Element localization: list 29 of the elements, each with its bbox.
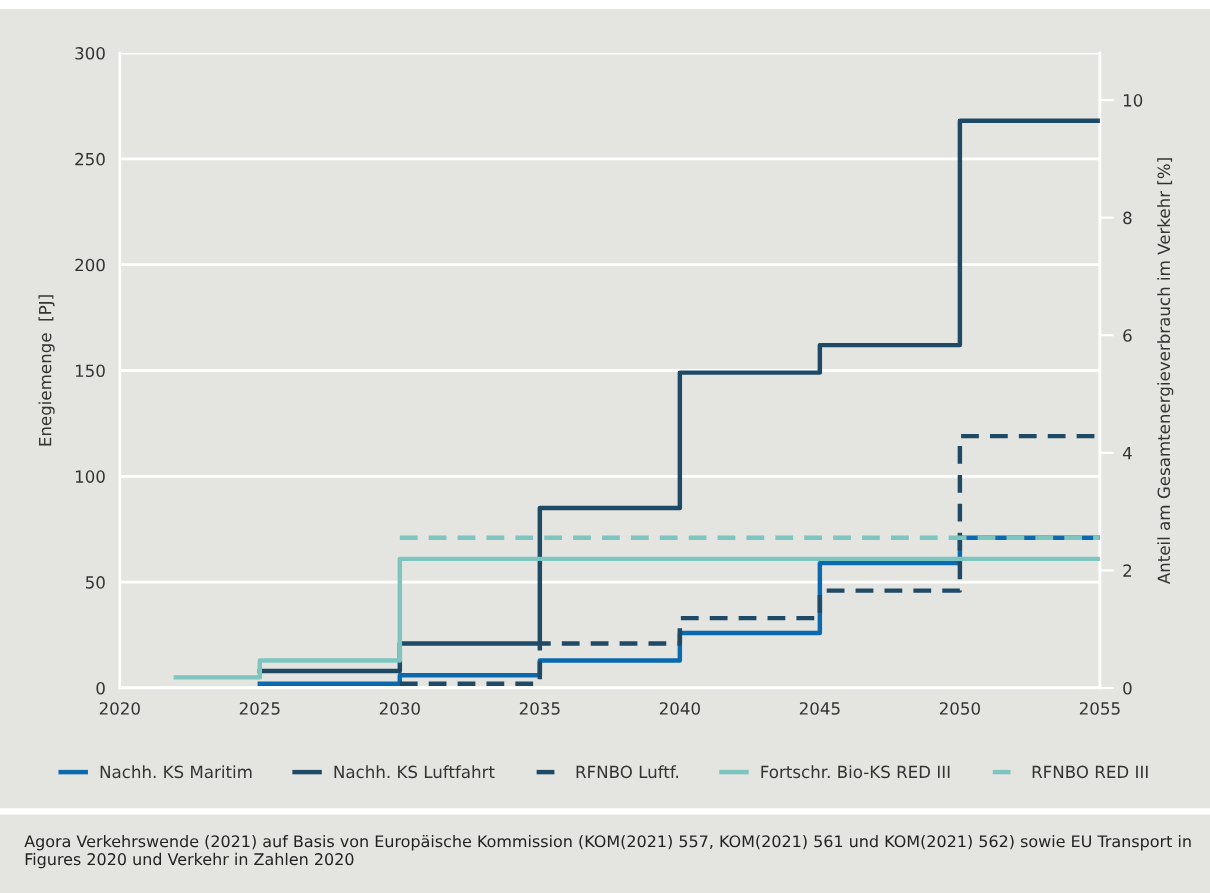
x-tick-label: 2045 bbox=[799, 702, 840, 715]
y-tick-label: 0 bbox=[96, 681, 105, 695]
y-tick-label: 300 bbox=[75, 47, 105, 60]
x-tick-label: 2040 bbox=[659, 702, 700, 715]
legend-label: Nachh. KS Luftfahrt bbox=[334, 765, 495, 779]
x-tick-label: 2035 bbox=[519, 702, 560, 715]
legend-label: RFNBO Luftf. bbox=[576, 765, 678, 779]
y2-tick-label: 2 bbox=[1123, 564, 1132, 577]
y-tick-label: 150 bbox=[75, 364, 105, 378]
x-tick-label: 2030 bbox=[379, 702, 420, 715]
y-tick-label: 50 bbox=[85, 576, 105, 589]
y2-tick-label: 4 bbox=[1122, 446, 1132, 460]
y2-axis-title: Anteil am Gesamtenergieverbrauch im Verkehr [%] bbox=[1157, 158, 1174, 585]
y2-tick-label: 0 bbox=[1123, 681, 1132, 695]
y-tick-label: 100 bbox=[75, 470, 105, 483]
y2-tick-label: 6 bbox=[1123, 329, 1132, 342]
x-tick-label: 2020 bbox=[99, 702, 140, 715]
x-tick-label: 2025 bbox=[239, 702, 280, 715]
legend-label: Fortschr. Bio-KS RED III bbox=[761, 765, 950, 779]
y-tick-label: 200 bbox=[75, 258, 105, 272]
x-tick-label: 2055 bbox=[1079, 702, 1120, 715]
y-axis-title: Enegiemenge [PJ] bbox=[38, 295, 55, 446]
y-tick-label: 250 bbox=[75, 152, 105, 166]
legend-label: Nachh. KS Maritim bbox=[100, 765, 252, 779]
y2-tick-label: 8 bbox=[1123, 211, 1132, 225]
legend-label: RFNBO RED III bbox=[1032, 765, 1148, 779]
text: Agora Verkehrswende (2021) auf Basis von Europäische Kommission (KOM(2021) 557, KOM(2021) 561 und KOM(2021) 562) sowie EU Transport in Figures 2020 und Verkehr in Zahlen 2020 bbox=[24, 834, 1191, 869]
y2-tick-label: 10 bbox=[1123, 94, 1143, 107]
x-tick-label: 2050 bbox=[939, 702, 980, 715]
